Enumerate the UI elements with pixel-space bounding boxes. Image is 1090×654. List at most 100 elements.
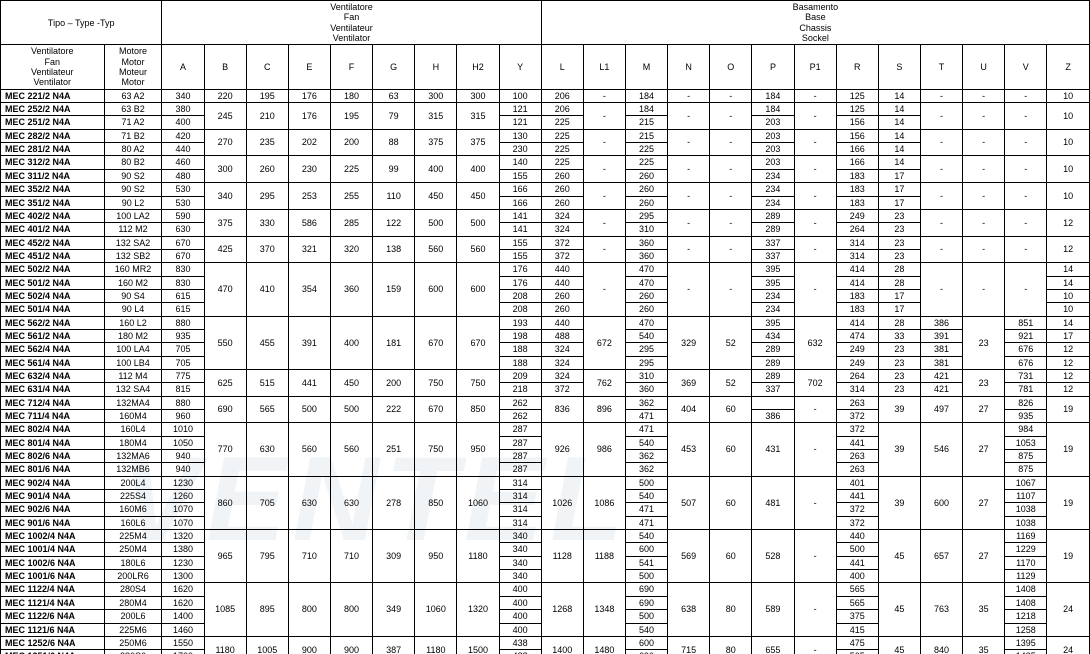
cell-Z: 10: [1047, 103, 1090, 130]
cell-M: 471: [625, 423, 667, 436]
cell-E: 630: [288, 476, 330, 529]
cell-C: 630: [246, 423, 288, 476]
cell-A: 420: [162, 129, 204, 142]
cell-L1: -: [583, 236, 625, 263]
cell-M: 360: [625, 383, 667, 396]
cell-M: 295: [625, 209, 667, 222]
cell-P: 184: [752, 103, 794, 116]
cell-U: 27: [963, 423, 1005, 476]
cell-A: 815: [162, 383, 204, 396]
cell-L: 488: [541, 329, 583, 342]
cell-H: 1060: [415, 583, 457, 636]
cell-O: -: [710, 129, 752, 156]
cell-L: 1128: [541, 530, 583, 583]
cell-type: MEC 311/2 N4A: [1, 169, 105, 182]
cell-type: MEC 501/2 N4A: [1, 276, 105, 289]
cell-motor: 200L4: [104, 476, 162, 489]
cell-B: 625: [204, 369, 246, 396]
cell-Z: 12: [1047, 369, 1090, 382]
cell-L: 324: [541, 356, 583, 369]
cell-V: -: [1005, 236, 1047, 263]
cell-V: 1053: [1005, 436, 1047, 449]
cell-U: 27: [963, 530, 1005, 583]
cell-S: 28: [878, 316, 920, 329]
cell-O: -: [710, 89, 752, 102]
cell-H: 750: [415, 369, 457, 396]
cell-P: 184: [752, 89, 794, 102]
cell-E: 560: [288, 423, 330, 476]
cell-motor: 100 LB4: [104, 356, 162, 369]
cell-V: -: [1005, 103, 1047, 130]
cell-H2: 600: [457, 263, 499, 316]
cell-A: 940: [162, 450, 204, 463]
cell-U: -: [963, 263, 1005, 316]
cell-A: 590: [162, 209, 204, 222]
cell-Y: 208: [499, 303, 541, 316]
cell-M: 690: [625, 596, 667, 609]
cell-U: 35: [963, 583, 1005, 636]
cell-V: 676: [1005, 356, 1047, 369]
cell-type: MEC 561/2 N4A: [1, 329, 105, 342]
cell-N: -: [668, 183, 710, 210]
cell-L1: 1348: [583, 583, 625, 636]
cell-H2: 850: [457, 396, 499, 423]
cell-S: 14: [878, 129, 920, 142]
cell-H: 670: [415, 316, 457, 369]
col-S: S: [878, 45, 920, 89]
cell-P: 234: [752, 196, 794, 209]
cell-V: 676: [1005, 343, 1047, 356]
cell-motor: 90 S2: [104, 169, 162, 182]
cell-M: 540: [625, 329, 667, 342]
cell-O: 60: [710, 396, 752, 423]
cell-R: 372: [836, 503, 878, 516]
cell-M: 260: [625, 169, 667, 182]
cell-Y: 141: [499, 223, 541, 236]
cell-type: MEC 562/4 N4A: [1, 343, 105, 356]
cell-H2: 560: [457, 236, 499, 263]
cell-type: MEC 351/2 N4A: [1, 196, 105, 209]
cell-P1: -: [794, 530, 836, 583]
cell-E: 176: [288, 89, 330, 102]
cell-Y: 438: [499, 650, 541, 654]
cell-A: 530: [162, 183, 204, 196]
cell-motor: 160M4: [104, 410, 162, 423]
cell-O: -: [710, 103, 752, 130]
cell-motor: 112 M2: [104, 223, 162, 236]
cell-H2: 750: [457, 369, 499, 396]
hdr-fan-col: Ventilatore Fan Ventilateur Ventilator: [1, 45, 105, 89]
cell-C: 895: [246, 583, 288, 636]
cell-B: 860: [204, 476, 246, 529]
cell-C: 565: [246, 396, 288, 423]
cell-G: 79: [373, 103, 415, 130]
cell-M: 600: [625, 636, 667, 649]
cell-E: 321: [288, 236, 330, 263]
cell-F: 225: [330, 156, 372, 183]
cell-F: 320: [330, 236, 372, 263]
cell-V: 731: [1005, 369, 1047, 382]
cell-S: 17: [878, 196, 920, 209]
cell-V: 1485: [1005, 650, 1047, 654]
cell-S: 14: [878, 103, 920, 116]
cell-N: 329: [668, 316, 710, 369]
cell-R: 156: [836, 116, 878, 129]
cell-A: 530: [162, 196, 204, 209]
cell-Y: 140: [499, 156, 541, 169]
cell-Y: 166: [499, 196, 541, 209]
cell-Z: 19: [1047, 476, 1090, 529]
cell-Y: 198: [499, 329, 541, 342]
cell-L1: 1086: [583, 476, 625, 529]
cell-L: 1026: [541, 476, 583, 529]
cell-M: 540: [625, 436, 667, 449]
cell-R: 441: [836, 436, 878, 449]
cell-P: 289: [752, 369, 794, 382]
cell-L: 225: [541, 116, 583, 129]
cell-A: 340: [162, 89, 204, 102]
cell-Y: 340: [499, 570, 541, 583]
cell-motor: 132 SA2: [104, 236, 162, 249]
cell-motor: 100 LA4: [104, 343, 162, 356]
hdr-motor-col: Motore Motor Moteur Motor: [104, 45, 162, 89]
table-row: MEC 562/4 N4A100 LA470518832429528924923…: [1, 343, 1090, 356]
cell-L: 372: [541, 236, 583, 249]
cell-R: 414: [836, 263, 878, 276]
cell-M: 470: [625, 263, 667, 276]
